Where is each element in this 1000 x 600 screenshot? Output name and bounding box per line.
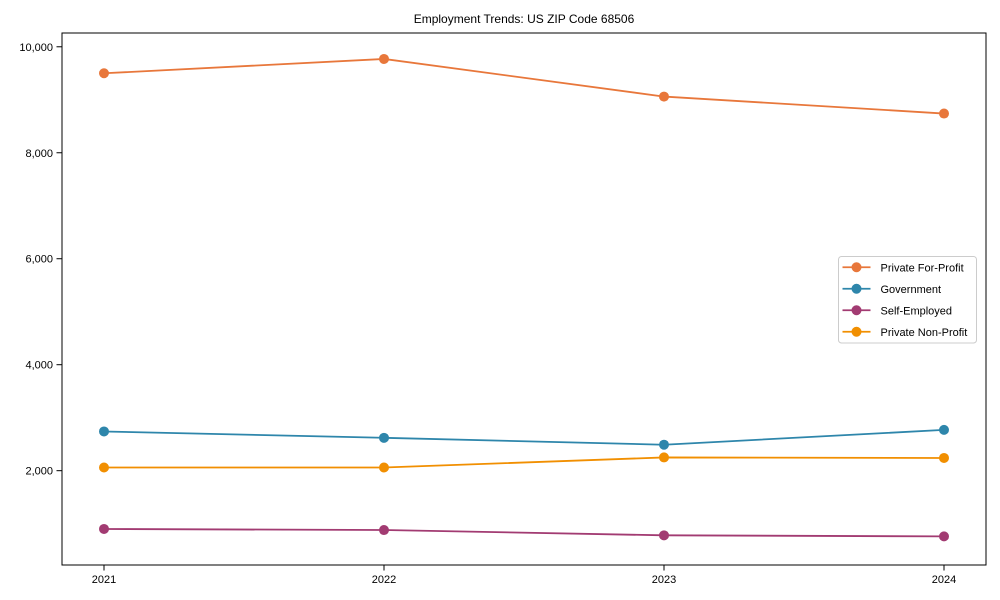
series-line [103, 58, 945, 115]
chart-title: Employment Trends: US ZIP Code 68506 [414, 12, 635, 26]
series-line [103, 528, 945, 538]
y-tick-label: 2,000 [25, 466, 53, 478]
data-point-marker [379, 462, 389, 473]
data-point-marker [659, 439, 669, 450]
legend-box [838, 256, 977, 344]
legend-marker [851, 262, 862, 273]
axes: 2,000 4,000 6,000 8,000 10,000 2021 2022 2023 20… [19, 32, 987, 586]
series-line [104, 456, 945, 469]
data-point-marker [379, 432, 389, 443]
data-point-marker [99, 426, 109, 437]
y-tick-label: 8,000 [25, 148, 53, 160]
data-point-marker [99, 462, 109, 473]
data-point-marker [939, 452, 949, 463]
data-point-marker [939, 531, 949, 542]
legend-label: Private For-Profit [881, 262, 964, 274]
y-tick-label: 6,000 [25, 254, 53, 266]
legend: Private For-Profit Government Self-Employe… [838, 256, 977, 344]
data-point-marker [99, 523, 109, 534]
series [99, 53, 949, 542]
x-tick-label: 2024 [932, 574, 956, 586]
x-tick-label: 2022 [372, 574, 396, 586]
legend-marker [851, 283, 862, 294]
legend-label: Self-Employed [881, 305, 953, 317]
data-point-marker [659, 452, 669, 463]
legend-label: Private Non-Profit [881, 327, 968, 339]
data-point-marker [99, 68, 109, 79]
series-line [103, 428, 945, 446]
data-point-marker [379, 53, 389, 64]
data-point-marker [379, 525, 389, 536]
y-tick-label: 10,000 [19, 42, 53, 54]
plot-frame [61, 32, 987, 566]
legend-marker [851, 305, 862, 316]
data-point-marker [659, 91, 669, 102]
x-tick-label: 2021 [92, 574, 116, 586]
y-tick-label: 4,000 [25, 360, 53, 372]
legend-marker [851, 326, 862, 337]
x-tick-label: 2023 [652, 574, 676, 586]
data-point-marker [939, 424, 949, 435]
data-point-marker [659, 530, 669, 541]
legend-label: Government [881, 284, 942, 296]
data-point-marker [939, 108, 949, 119]
